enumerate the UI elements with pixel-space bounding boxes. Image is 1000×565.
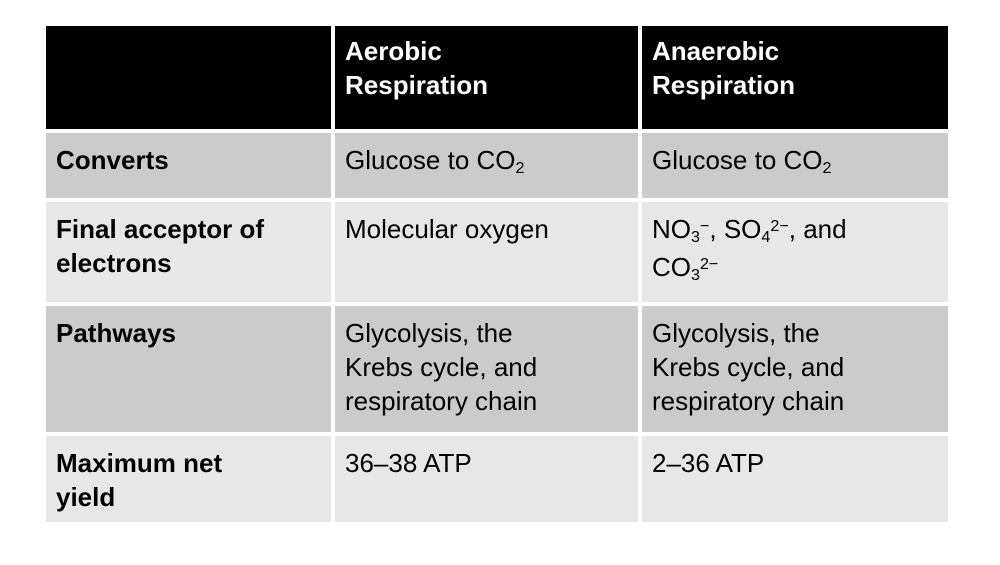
aerobic-column-header: Aerobic Respiration bbox=[335, 26, 638, 129]
cell-final-acceptor-anaerobic: NO3−, SO42−, and CO32− bbox=[642, 202, 948, 302]
row-label-pathways: Pathways bbox=[46, 306, 331, 432]
cell-max-net-yield-anaerobic: 2–36 ATP bbox=[642, 436, 948, 522]
text-segment: Glucose to CO bbox=[652, 145, 823, 175]
sub-text: 4 bbox=[761, 228, 771, 247]
cell-final-acceptor-aerobic: Molecular oxygen bbox=[335, 202, 638, 302]
text-segment: , and CO bbox=[652, 214, 847, 282]
corner-header-cell bbox=[46, 26, 331, 129]
anaerobic-column-header: Anaerobic Respiration bbox=[642, 26, 948, 129]
text-segment: Glucose to CO bbox=[345, 145, 516, 175]
row-label-final-acceptor: Final acceptor of electrons bbox=[46, 202, 331, 302]
sup-text: − bbox=[699, 217, 710, 236]
text-segment: NO bbox=[652, 214, 691, 244]
sup-text: 2− bbox=[699, 255, 719, 274]
respiration-comparison-table: Aerobic Respiration Anaerobic Respiratio… bbox=[46, 26, 948, 522]
cell-pathways-aerobic: Glycolysis, the Krebs cycle, and respira… bbox=[335, 306, 638, 432]
text-segment: , SO bbox=[709, 214, 762, 244]
sub-text: 3 bbox=[691, 266, 700, 285]
sub-text: 3 bbox=[691, 228, 700, 247]
sub-text: 2 bbox=[515, 159, 525, 178]
cell-pathways-anaerobic: Glycolysis, the Krebs cycle, and respira… bbox=[642, 306, 948, 432]
cell-converts-aerobic: Glucose to CO2 bbox=[335, 133, 638, 198]
sup-text: 2− bbox=[770, 217, 789, 236]
cell-converts-anaerobic: Glucose to CO2 bbox=[642, 133, 948, 198]
row-label-converts: Converts bbox=[46, 133, 331, 198]
sub-text: 2 bbox=[822, 159, 832, 178]
row-label-max-net-yield: Maximum net yield bbox=[46, 436, 331, 522]
cell-max-net-yield-aerobic: 36–38 ATP bbox=[335, 436, 638, 522]
